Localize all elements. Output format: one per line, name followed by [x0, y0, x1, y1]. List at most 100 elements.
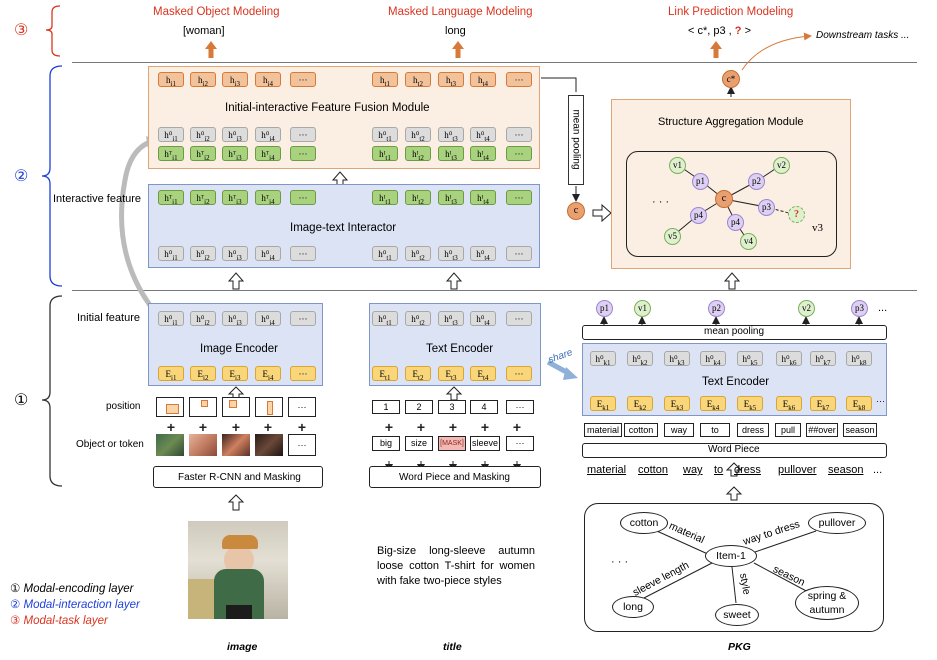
fusion-int-txt-3: hᴵt3: [438, 146, 464, 162]
pkg-graph-dots: · · ·: [611, 556, 629, 568]
pkg-token-6: pullover: [778, 464, 817, 476]
svg-text:+: +: [385, 419, 393, 435]
downstream-label: Downstream tasks ...: [816, 30, 910, 41]
image-enc-in-1: Ei1: [158, 366, 184, 382]
interactor-top-txt-4: hᴵt4: [470, 190, 496, 206]
pkg-node-pullover: pullover: [808, 512, 866, 534]
interactor-bot-txt-4: h⁰t4: [470, 246, 496, 262]
graph-dots: · · ·: [652, 196, 670, 208]
pkg-token-5: dress: [734, 464, 761, 476]
text-position-5: ···: [506, 400, 534, 414]
image-enc-out-4: h⁰i4: [255, 311, 281, 327]
text-encoder-title: Text Encoder: [426, 343, 494, 355]
mean-pooling-vertical-label: mean pooling: [570, 109, 582, 170]
pkg-enc-out-3: h⁰k3: [664, 351, 690, 367]
fusion-int-txt-2: hᴵt2: [405, 146, 431, 162]
text-word-4: sleeve: [470, 436, 500, 451]
text-enc-in-5: ···: [506, 366, 532, 381]
word-piece-masking-box: [369, 466, 541, 488]
marker-interaction: ②: [14, 168, 29, 185]
graph-question: ?: [788, 206, 805, 223]
hollow-arrow-img-rcnn: [227, 494, 245, 511]
pkg-enc-in-8: Ek8: [846, 396, 872, 412]
pkg-enc-in-more: ···: [876, 396, 885, 406]
c-star-node: c*: [722, 70, 740, 88]
graph-v5: v5: [664, 228, 681, 245]
pkg-enc-out-7: h⁰k7: [810, 351, 836, 367]
hollow-arrow-graph-line: [725, 462, 743, 477]
interactor-bot-txt-3: h⁰t3: [438, 246, 464, 262]
hollow-arrow-pkg-line: [725, 486, 743, 501]
pkg-token-3: way: [683, 464, 703, 476]
fusion-int-txt-1: hᴵt1: [372, 146, 398, 162]
text-position-3: 3: [438, 400, 466, 414]
fusion-int-img-1: hᵀi1: [158, 146, 184, 162]
pkg-token-1: material: [587, 464, 627, 476]
interactor-top-txt-3: hᴵt3: [438, 190, 464, 206]
hollow-arrow-enc-int-txt: [445, 272, 463, 290]
image-encoder-title: Image Encoder: [200, 343, 278, 355]
graph-p4-left: p4: [690, 207, 707, 224]
interactor-bot-txt-5: ···: [506, 246, 532, 261]
pkg-node-item: Item-1: [705, 545, 757, 567]
interactor-top-img-2: hᵀi2: [190, 190, 216, 206]
interactor-title: Image-text Interactor: [290, 222, 397, 234]
interactor-bot-txt-1: h⁰t1: [372, 246, 398, 262]
legend-item-2: ② Modal-interaction layer: [10, 599, 140, 611]
pkg-enc-in-5: Ek5: [737, 396, 763, 412]
pkg-enc-in-2: Ek2: [627, 396, 653, 412]
legend-item-1: ① Modal-encoding layer: [10, 583, 134, 595]
pkg-node-spring: spring & autumn: [795, 586, 859, 620]
hollow-arrow-enc-int-img: [227, 272, 245, 290]
mean-pooling-vertical-box: [568, 95, 584, 185]
pkg-enc-out-5: h⁰k5: [737, 351, 763, 367]
fusion-int-img-3: hᵀi3: [222, 146, 248, 162]
arrow-c-structure: [592, 203, 612, 223]
legend-item-3: ③ Modal-task layer: [10, 615, 108, 627]
hollow-arrow-pkg-struct: [723, 272, 741, 290]
fusion-module-title: Initial-interactive Feature Fusion Modul…: [225, 102, 430, 114]
pkg-node-sweet: sweet: [715, 604, 759, 626]
separator-mid: [72, 290, 917, 291]
link-output-prefix: < c*, p3 ,: [688, 25, 735, 37]
fusion-int-img-5: ···: [290, 146, 316, 161]
graph-v4: v4: [740, 233, 757, 250]
graph-p2: p2: [748, 173, 765, 190]
pkg-top-node-1: p1: [596, 300, 613, 317]
fusion-int-txt-5: ···: [506, 146, 532, 161]
interactor-bot-txt-2: h⁰t2: [405, 246, 431, 262]
pkg-wordpiece-4: to: [700, 423, 730, 437]
pkg-enc-in-7: Ek7: [810, 396, 836, 412]
svg-text:+: +: [513, 419, 521, 435]
pkg-text-encoder-title: Text Encoder: [702, 376, 770, 388]
task-link-title: Link Prediction Modeling: [668, 6, 794, 18]
img-position-5: ···: [288, 397, 316, 417]
text-word-1: big: [372, 436, 400, 451]
product-title-text: Big-size long-sleeve autumn loose cotton…: [377, 545, 535, 587]
text-word-5: ···: [506, 436, 534, 451]
fusion-init-img-1: h⁰i1: [158, 127, 184, 143]
object-thumb-2: [189, 434, 217, 456]
text-enc-in-1: Et1: [372, 366, 398, 382]
line-fusion-meanpool: [541, 77, 577, 92]
text-enc-in-3: Et3: [438, 366, 464, 382]
faster-rcnn-box: [153, 466, 323, 488]
link-output-suffix: >: [741, 25, 751, 37]
pkg-wordpiece-8: season: [843, 423, 877, 437]
pkg-node-long: long: [612, 596, 654, 618]
interactor-top-img-5: ···: [290, 190, 316, 205]
pkg-enc-in-4: Ek4: [700, 396, 726, 412]
fusion-top-img-1: hi1: [158, 72, 184, 88]
fusion-top-img-3: hi3: [222, 72, 248, 88]
object-thumb-3: [222, 434, 250, 456]
pkg-enc-out-4: h⁰k4: [700, 351, 726, 367]
pkg-top-node-2: v1: [634, 300, 651, 317]
svg-text:+: +: [167, 419, 175, 435]
fusion-top-img-2: hi2: [190, 72, 216, 88]
image-enc-out-2: h⁰i2: [190, 311, 216, 327]
product-photo: [188, 521, 288, 619]
pkg-token-8: ...: [873, 464, 883, 476]
text-enc-in-2: Et2: [405, 366, 431, 382]
caption-image: image: [227, 641, 258, 653]
graph-p1: p1: [692, 173, 709, 190]
